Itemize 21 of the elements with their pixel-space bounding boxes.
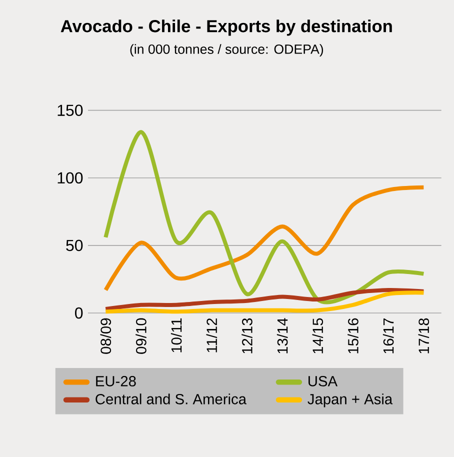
chart-subtitle: (in 000 tonnes / source: ODEPA): [130, 44, 324, 57]
x-tick-label: 11/12: [206, 318, 218, 352]
x-tick-label: 10/11: [170, 318, 182, 352]
y-tick-label: 50: [66, 240, 83, 252]
legend-label: EU-28: [96, 376, 136, 386]
y-tick-label: 0: [75, 307, 83, 319]
legend-label: USA: [308, 376, 338, 386]
x-tick-label: 16/17: [382, 318, 394, 354]
x-tick-label: 17/18: [418, 318, 430, 354]
y-tick-label: 100: [58, 172, 83, 184]
x-tick-label: 08/09: [100, 318, 112, 354]
x-tick-label: 12/13: [242, 318, 252, 354]
line-series: [104, 185, 426, 292]
x-tick-label: 13/14: [276, 318, 288, 354]
legend-label: Central and S. America: [96, 394, 247, 404]
x-tick-label: 14/15: [312, 318, 324, 354]
y-tick-label: 150: [58, 104, 83, 116]
x-tick-label: 15/16: [348, 318, 358, 354]
legend-label: Japan + Asia: [308, 394, 393, 408]
chart-title: Avocado - Chile - Exports by destination: [60, 20, 392, 36]
x-tick-label: 09/10: [136, 318, 146, 354]
